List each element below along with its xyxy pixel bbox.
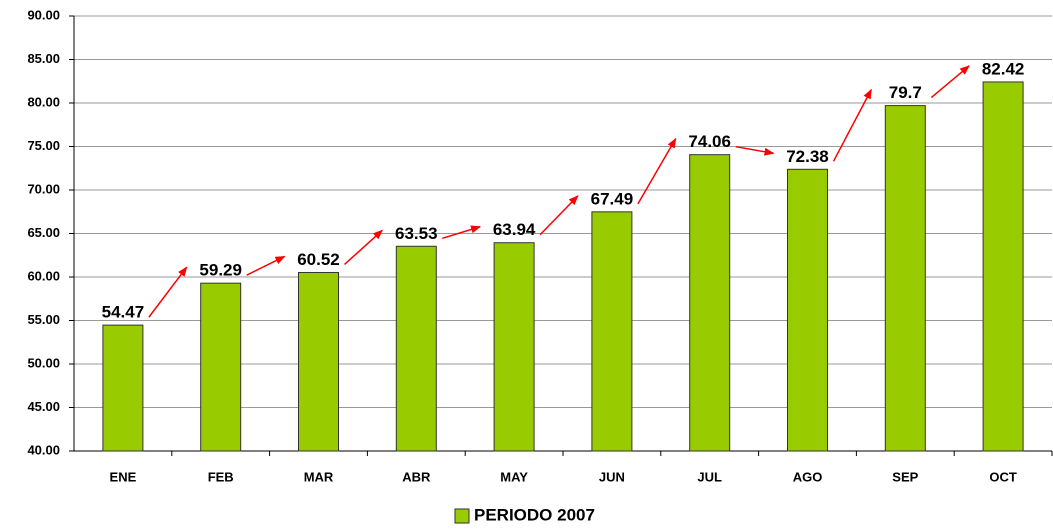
bar [395,245,437,452]
legend-label: PERIODO 2007 [474,505,595,524]
x-tick-label: MAR [304,469,334,484]
value-label: 63.94 [493,220,536,239]
bar [102,324,144,452]
trend-arrow [442,225,482,240]
value-label: 63.53 [395,224,438,243]
value-label: 59.29 [199,261,242,280]
bar [200,282,242,452]
bar [982,81,1024,452]
y-tick-label: 70.00 [27,181,60,196]
x-tick-label: AGO [793,469,823,484]
y-tick-label: 75.00 [27,138,60,153]
x-tick-label: JUL [697,469,722,484]
legend-swatch [454,508,470,524]
trend-arrow [343,229,384,266]
x-tick-label: SEP [892,469,918,484]
y-tick-label: 65.00 [27,225,60,240]
y-tick-label: 45.00 [27,399,60,414]
value-label: 54.47 [102,303,145,322]
trend-arrow [735,145,775,156]
value-label: 60.52 [297,250,340,269]
bar [493,242,535,452]
value-label: 79.7 [889,83,922,102]
y-tick-label: 40.00 [27,442,60,457]
trend-arrow [539,195,579,236]
x-tick-label: MAY [500,469,528,484]
x-tick-label: OCT [989,469,1017,484]
bar [591,211,633,452]
y-tick-label: 85.00 [27,51,60,66]
trend-arrow [246,255,286,276]
trend-arrow [832,88,872,162]
x-tick-label: FEB [208,469,234,484]
bar [298,271,339,452]
y-tick-label: 90.00 [27,7,60,22]
bar [884,105,926,452]
value-label: 67.49 [591,189,634,208]
value-label: 82.42 [982,59,1025,78]
trend-arrow [637,137,677,205]
trend-arrow [148,266,188,318]
bar [787,168,828,452]
x-tick-label: ABR [402,469,431,484]
y-tick-label: 50.00 [27,355,60,370]
value-label: 74.06 [688,132,731,151]
y-tick-label: 55.00 [27,312,60,327]
y-tick-label: 80.00 [27,94,60,109]
value-label: 72.38 [786,147,829,166]
trend-arrow [930,65,970,99]
x-tick-label: ENE [110,469,137,484]
x-tick-label: JUN [599,469,625,484]
bar [689,154,731,452]
y-tick-label: 60.00 [27,268,60,283]
